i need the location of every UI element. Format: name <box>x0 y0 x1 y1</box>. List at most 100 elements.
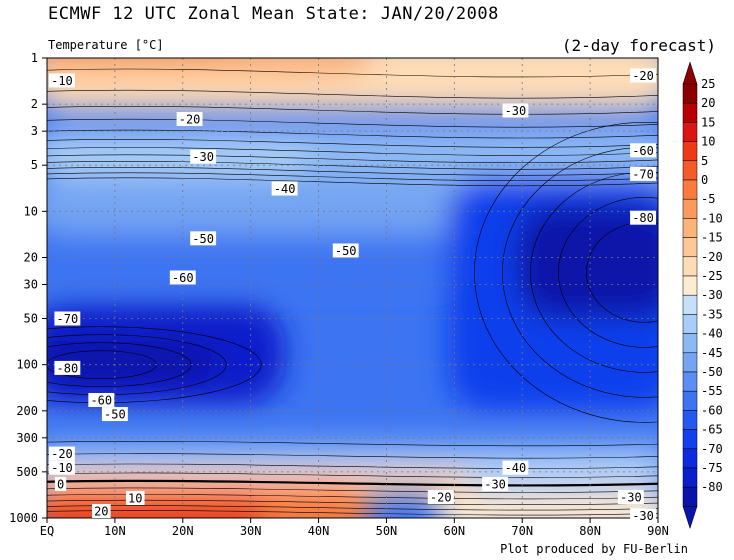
y-tick-label: 3 <box>31 124 38 138</box>
contour-label: -60 <box>169 270 196 285</box>
contour-label: -10 <box>49 73 75 88</box>
contour-line <box>47 510 658 516</box>
credit-label: Plot produced by FU-Berlin <box>500 542 688 556</box>
contour-label-text: 0 <box>57 477 64 491</box>
contour-label-box <box>92 503 111 518</box>
contour-line <box>47 453 658 459</box>
colorbar-label: -80 <box>701 480 723 494</box>
x-tick-label: 20N <box>172 524 194 538</box>
contour-label-box <box>427 490 454 505</box>
colorbar-box <box>682 333 698 354</box>
contour-line <box>47 172 658 182</box>
contour-label-box <box>54 360 81 375</box>
colorbar-box <box>682 160 698 181</box>
contour-label-box <box>502 103 529 118</box>
colorbar-label: -50 <box>701 365 723 379</box>
contour-line <box>47 129 658 139</box>
contour-label-text: -30 <box>505 104 527 118</box>
y-tick-label: 1000 <box>9 511 38 525</box>
contour-label: -20 <box>49 446 75 461</box>
x-tick-label: 40N <box>308 524 330 538</box>
field-region-6 <box>47 233 475 285</box>
contour-label: -30 <box>630 508 656 523</box>
contour-label-box <box>125 490 145 505</box>
colorbar-box <box>682 486 698 507</box>
colorbar-label: 5 <box>701 154 708 168</box>
grid-lines <box>47 58 658 518</box>
contour-label-text: -60 <box>632 144 654 158</box>
contour-label-box <box>190 231 217 246</box>
colorbar-label: 0 <box>701 173 708 187</box>
contour-label: -80 <box>54 360 81 375</box>
y-tick-label: 100 <box>16 358 38 372</box>
colorbar-box <box>682 141 698 162</box>
contour-label-box <box>101 407 128 422</box>
colorbar-label: -75 <box>701 461 723 475</box>
colorbar-arrow-bottom <box>682 506 698 530</box>
colorbar-label: -55 <box>701 384 723 398</box>
contour-label-box <box>176 112 203 127</box>
contour-label-text: -60 <box>90 394 112 408</box>
contour-label-text: -80 <box>632 211 654 225</box>
field-region-8 <box>515 204 658 319</box>
x-tick-label: 60N <box>443 524 465 538</box>
colorbar-label: -65 <box>701 423 723 437</box>
y-tick-label: 500 <box>16 465 38 479</box>
contour-label: -30 <box>617 490 644 505</box>
contour-label: -70 <box>630 166 656 181</box>
variable-label: Temperature [°C] <box>48 38 164 52</box>
colorbar-label: -10 <box>701 211 723 225</box>
contour-lines <box>47 68 658 516</box>
colorbar-box <box>682 314 698 334</box>
contour-line <box>47 440 658 447</box>
contour-label-text: -20 <box>632 69 654 83</box>
contour-line <box>47 68 658 78</box>
x-tick-label: 70N <box>511 524 533 538</box>
contour-label-text: -40 <box>274 182 296 196</box>
contour-label-box <box>630 68 656 83</box>
x-tick-label: 50N <box>376 524 398 538</box>
colorbar-box <box>682 467 698 488</box>
colorbar-box <box>682 218 698 238</box>
contour-label: -10 <box>49 460 75 475</box>
contour-line <box>47 105 658 115</box>
contour-label-box <box>49 73 75 88</box>
contour-loop <box>474 122 658 423</box>
contour-label-text: -30 <box>632 509 654 523</box>
contour-label-box <box>617 490 644 505</box>
y-tick-label: 30 <box>24 277 38 291</box>
contour-label-text: -70 <box>632 167 654 181</box>
contour-label: -40 <box>502 460 529 475</box>
contour-label-text: -30 <box>620 491 642 505</box>
contour-label: -70 <box>54 311 81 326</box>
contour-label: -30 <box>502 103 529 118</box>
contour-label-text: -40 <box>505 461 527 475</box>
contour-label: -60 <box>88 393 115 408</box>
colorbar-label: -45 <box>701 346 723 360</box>
y-tick-label: 1 <box>31 51 38 65</box>
contour-labels: -10 -20-20-30-30-40-60-70-80-50-50-60-70-… <box>49 68 656 523</box>
colorbar-box <box>682 448 698 469</box>
colorbar-box <box>682 390 698 411</box>
contour-line <box>47 472 658 478</box>
x-tick-label: 30N <box>240 524 262 538</box>
contour-label: -20 <box>630 68 656 83</box>
colorbar-label: -40 <box>701 327 723 341</box>
y-tick-label: 300 <box>16 431 38 445</box>
colorbar-box <box>682 275 698 296</box>
colorbar-box <box>682 198 698 219</box>
y-tick-label: 2 <box>31 97 38 111</box>
y-tick-label: 200 <box>16 404 38 418</box>
contour-line <box>47 463 658 469</box>
contour-label-box <box>332 243 359 258</box>
colorbar-label: 20 <box>701 96 715 110</box>
contour-line <box>47 139 658 148</box>
axes: EQ 10N 20N 30N 40N 50N 60N 70N 80N 90N 1 2 3 5 10 20 30 5… <box>9 51 669 538</box>
colorbar-box <box>682 83 698 104</box>
x-tick-label: 10N <box>104 524 126 538</box>
contour-label-box <box>630 210 656 225</box>
y-tick-label: 10 <box>24 204 38 218</box>
contour-label-text: 20 <box>94 504 108 518</box>
chart-title: ECMWF 12 UTC Zonal Mean State: JAN/20/20… <box>48 4 499 24</box>
